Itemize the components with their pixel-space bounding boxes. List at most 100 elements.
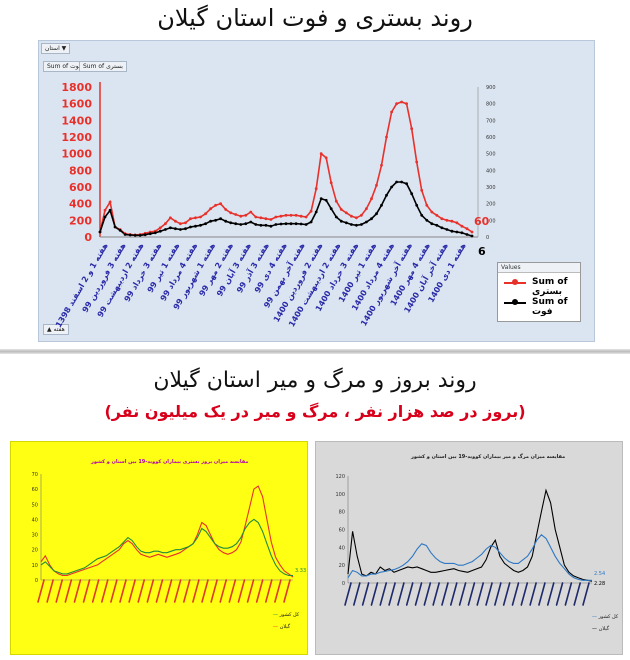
series-line-1 (40, 518, 293, 577)
series-point-death (314, 210, 318, 214)
series-point-hosp (350, 214, 353, 218)
legend-item-death[interactable]: Sum of فوت (498, 293, 580, 317)
series-point-death (103, 215, 107, 219)
y-left-tick-label: 1600 (61, 98, 92, 111)
y-tick-label: 40 (32, 517, 38, 523)
end-label-death: 6 (478, 245, 486, 258)
series-point-hosp (420, 188, 424, 192)
y-left-tick-label: 600 (69, 181, 92, 194)
series-point-death (184, 227, 187, 231)
mortality-chart: 0 20 40 60 80 100 120 2.54 2.28 (335, 474, 605, 606)
series-point-hosp (395, 102, 398, 106)
series-point-hosp (390, 110, 393, 114)
y-right-tick-label: 700 (486, 118, 496, 124)
series-point-hosp (279, 214, 283, 218)
x-tick-label-mark (582, 582, 590, 606)
x-tick-label-mark (361, 582, 370, 606)
series-point-death (420, 213, 424, 217)
x-tick-label-mark (388, 582, 396, 606)
series-point-hosp (209, 207, 213, 211)
series-point-hosp (224, 208, 228, 211)
series-point-death (244, 222, 248, 226)
y-right-tick-label: 100 (486, 218, 496, 224)
page-title-hospitalization: روند بستری و فوت استان گیلان (157, 4, 473, 32)
legend-item-hosp[interactable]: Sum of بستری (498, 273, 580, 297)
series-point-hosp (194, 216, 197, 220)
mortality-legend-label-country: کل کشور (598, 614, 619, 620)
series-point-death (415, 203, 419, 207)
x-tick-label-mark (146, 579, 155, 603)
series-point-hosp (360, 213, 363, 217)
series-point-hosp (289, 213, 293, 217)
series-point-hosp (450, 219, 454, 223)
x-tick-label-mark (164, 579, 173, 603)
y-right-tick-label: 400 (486, 168, 496, 174)
x-tick-label-mark (511, 582, 520, 606)
series-point-death (169, 226, 172, 230)
x-tick-label-mark (255, 579, 264, 603)
series-point-death (148, 232, 152, 236)
filter-button[interactable]: استان ▼ (41, 43, 71, 54)
x-tick-label-mark (137, 579, 146, 603)
series-point-death (425, 218, 429, 222)
x-tick-label-mark (379, 582, 388, 606)
series-point-hosp (244, 213, 248, 217)
field-button-hosp[interactable]: Sum of بستری (79, 61, 127, 72)
y-tick-label: 60 (339, 528, 345, 534)
series-point-hosp (339, 208, 343, 211)
series-point-hosp (179, 222, 182, 226)
end-label: 2.54 (594, 571, 605, 577)
filter-label: استان (45, 45, 60, 52)
axis-field-button[interactable]: ▲ هفته (43, 324, 69, 335)
series-point-death (254, 223, 258, 226)
series-point-hosp (445, 218, 449, 222)
series-point-hosp (214, 203, 218, 207)
x-tick-label-mark (353, 582, 361, 606)
series-point-death (118, 228, 122, 232)
series-point-hosp (304, 215, 308, 219)
series-point-death (204, 222, 208, 226)
x-tick-label-mark (201, 579, 209, 603)
series-point-hosp (164, 222, 167, 226)
x-tick-label-mark (564, 582, 573, 606)
series-point-death (450, 229, 454, 233)
series-point-hosp (229, 211, 233, 215)
x-tick-label-mark (546, 582, 555, 606)
series-point-death (400, 180, 403, 184)
series-line-1 (347, 534, 592, 581)
series-point-death (174, 227, 177, 231)
y-left-tick-label: 0 (84, 231, 92, 244)
series-point-hosp (174, 219, 177, 223)
x-tick-label-mark (370, 582, 379, 606)
legend-label-death: Sum of فوت (532, 297, 568, 317)
series-point-hosp (380, 163, 383, 167)
series-point-hosp (103, 208, 107, 212)
series-point-death (138, 233, 142, 237)
x-tick-label-mark (449, 582, 458, 606)
y-tick-label: 50 (32, 502, 38, 508)
x-tick-label-mark (110, 579, 118, 603)
series-point-death (194, 224, 197, 228)
y-tick-label: 40 (339, 545, 345, 551)
x-tick-label-mark (529, 582, 537, 606)
legend-marker-hosp (512, 279, 518, 285)
series-point-death (329, 207, 333, 211)
x-tick-label-mark (283, 579, 291, 603)
series-point-death (455, 230, 459, 234)
series-point-hosp (375, 183, 378, 187)
y-tick-label: 0 (342, 581, 345, 587)
series-point-death (410, 192, 414, 196)
incidence-chart-panel: مقایسه میزان بروز بستری بیماران کووید-19… (10, 441, 308, 655)
filter-icon: ▼ (61, 45, 67, 52)
x-tick-label-mark (55, 579, 64, 603)
y-tick-label: 70 (32, 472, 38, 478)
series-point-hosp (249, 210, 253, 214)
y-left-tick-label: 1000 (61, 148, 92, 161)
series-line-0 (40, 485, 294, 578)
x-tick-label-mark (64, 579, 73, 603)
series-point-hosp (219, 202, 223, 206)
page-subtitle-units: (بروز در صد هزار نفر ، مرگ و میر در یک م… (104, 402, 526, 421)
series-point-death (229, 221, 233, 225)
series-point-hosp (158, 226, 162, 230)
series-point-death (319, 197, 323, 201)
